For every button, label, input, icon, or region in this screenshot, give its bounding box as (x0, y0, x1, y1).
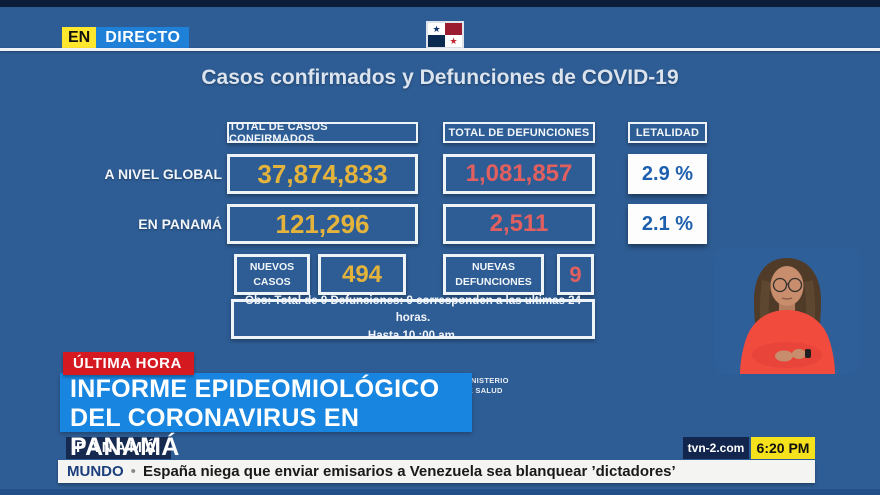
row-label-global: A NIVEL GLOBAL (104, 166, 222, 182)
time-badge: 6:20 PM (751, 437, 815, 459)
panama-lethality-box: 2.1 % (628, 204, 707, 244)
new-deaths-label-box: NUEVAS DEFUNCIONES (443, 254, 544, 295)
panama-confirmed-value: 121,296 (275, 208, 370, 239)
sign-language-interpreter (740, 258, 835, 374)
column-header-confirmed: TOTAL DE CASOS CONFIRMADOS (227, 121, 418, 145)
new-deaths-value: 9 (569, 261, 582, 287)
column-header-lethality: LETALIDAD (628, 122, 707, 143)
news-ticker: MUNDO • España niega que enviar emisario… (58, 460, 815, 483)
breaking-news-badge: ÚLTIMA HORA (63, 352, 194, 375)
new-cases-value-box: 494 (318, 254, 406, 295)
panel-title: Casos confirmados y Defunciones de COVID… (201, 66, 679, 89)
new-cases-label-box: NUEVOS CASOS (234, 254, 310, 295)
headline-line1: INFORME EPIDEOMIOLÓGICO (70, 375, 440, 403)
live-badge: EN DIRECTO (62, 27, 190, 49)
ministry-line2: DE SALUD (462, 386, 503, 396)
observation-line2: Hasta 10 :00 am. (367, 329, 459, 342)
panama-flag-icon: ★ ★ (426, 21, 464, 49)
ticker-bullet-icon: • (130, 463, 136, 480)
panama-deaths-box: 2,511 (443, 204, 595, 244)
flag-star-red: ★ (445, 35, 462, 47)
sign-language-interpreter-inset (715, 248, 860, 374)
row-label-panama: EN PANAMÁ (138, 216, 222, 232)
column-header-deaths: TOTAL DE DEFUNCIONES (443, 122, 595, 143)
bottom-letterbox-strip (0, 489, 880, 495)
global-deaths-box: 1,081,857 (443, 154, 595, 194)
observation-note-box: Obs: Total de 9 Defunciones: 9 correspon… (231, 295, 595, 342)
global-confirmed-value: 37,874,833 (257, 158, 388, 189)
new-cases-value: 494 (341, 260, 383, 288)
region-tag: PANAMÁ (66, 437, 171, 459)
global-deaths-value: 1,081,857 (465, 160, 573, 187)
ticker-headline: España niega que enviar emisarios a Vene… (142, 463, 676, 480)
headline-banner: INFORME EPIDEOMIOLÓGICO DEL CORONAVIRUS … (60, 373, 472, 461)
panama-confirmed-box: 121,296 (227, 204, 418, 244)
flag-star-blue: ★ (428, 23, 445, 35)
header-divider-line (0, 48, 880, 51)
live-badge-en: EN (62, 27, 97, 49)
top-letterbox-strip (0, 0, 880, 7)
global-lethality-box: 2.9 % (628, 154, 707, 194)
website-badge: tvn-2.com (683, 437, 749, 459)
panama-deaths-value: 2,511 (489, 210, 549, 237)
ministry-credit: MINISTERIO DE SALUD (462, 376, 509, 396)
ticker-category: MUNDO (67, 463, 124, 480)
global-confirmed-box: 37,874,833 (227, 154, 418, 194)
new-deaths-value-box: 9 (557, 254, 594, 295)
flag-blue-quadrant (428, 35, 445, 47)
ministry-line1: MINISTERIO (462, 376, 509, 385)
observation-line1: Obs: Total de 9 Defunciones: 9 correspon… (245, 295, 581, 325)
headline-line2: DEL CORONAVIRUS EN PANAMÁ (70, 404, 360, 461)
flag-red-quadrant (445, 23, 462, 35)
live-badge-directo: DIRECTO (96, 27, 190, 49)
